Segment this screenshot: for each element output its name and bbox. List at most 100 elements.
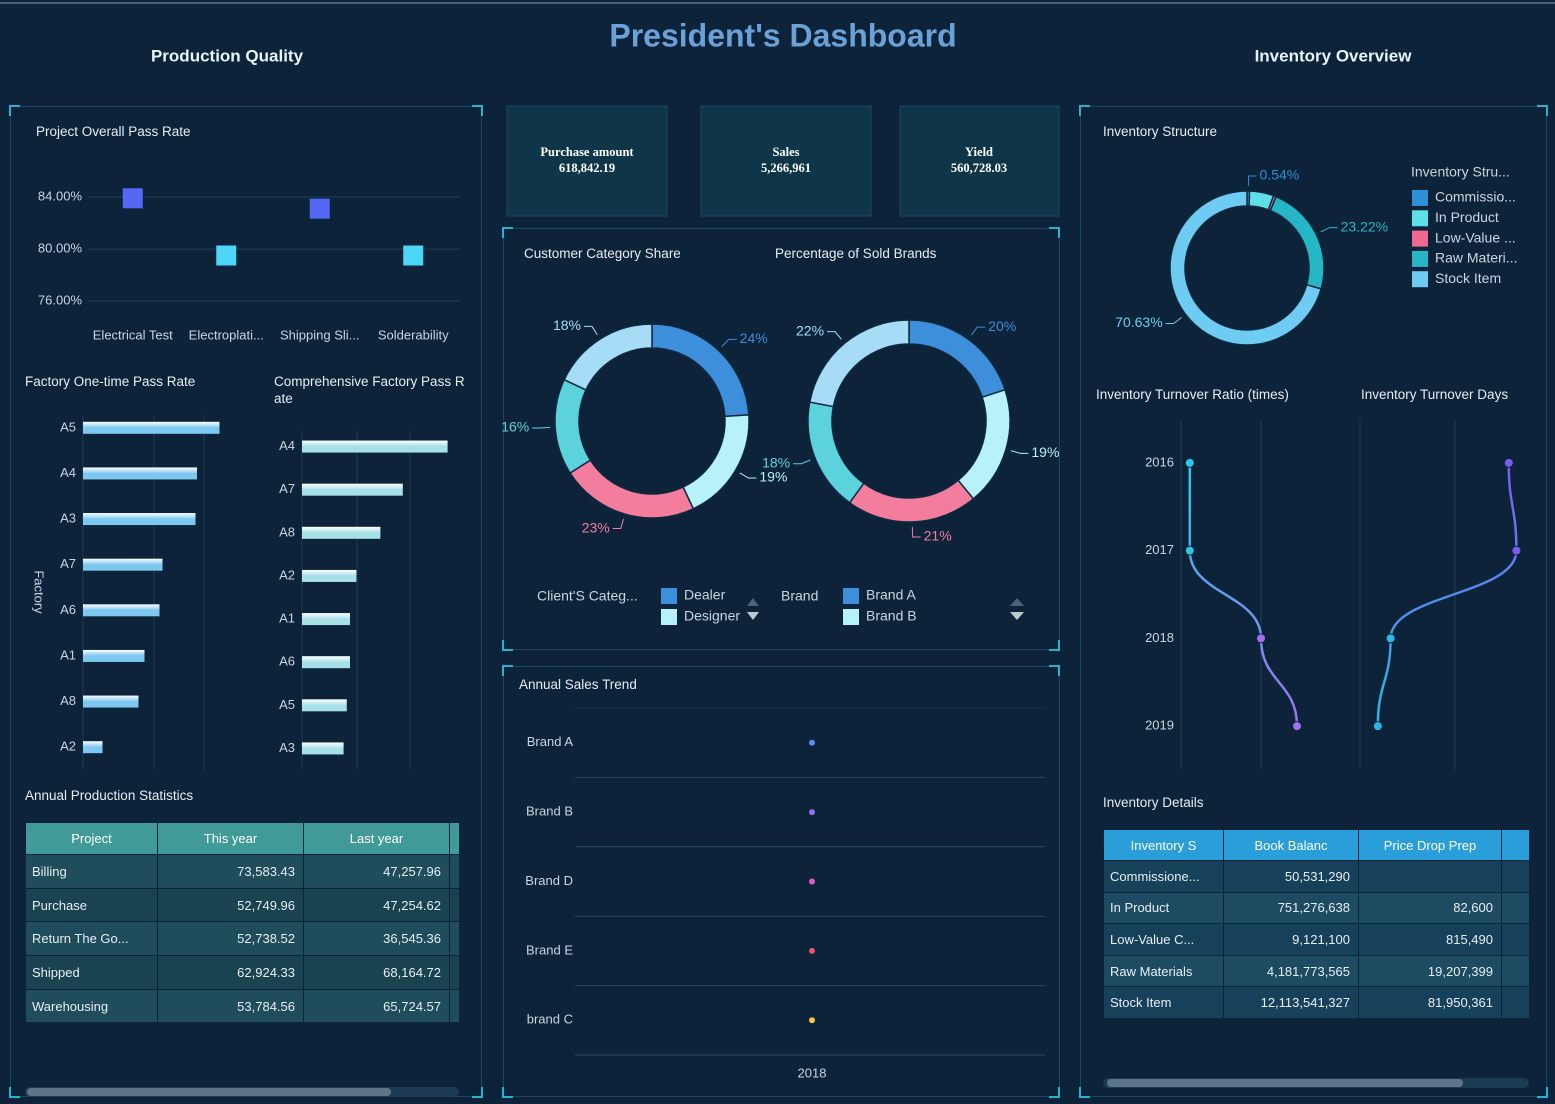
table-cell: In Product	[1103, 891, 1224, 925]
table-cell: 53,784.56	[157, 988, 304, 1024]
y-tick-label: Brand D	[525, 873, 573, 888]
x-tick-label: 2018	[798, 1065, 827, 1080]
data-label: 24%	[740, 330, 768, 346]
y-tick-label: A5	[60, 419, 76, 434]
bar	[83, 421, 220, 434]
chart-title: Customer Category Share	[524, 246, 681, 261]
leader-line	[532, 426, 551, 429]
table-cell: 62,924.33	[157, 955, 304, 990]
column-header[interactable]: Book Balanc	[1223, 829, 1359, 861]
legend-label: Commissio...	[1435, 189, 1516, 205]
bar	[302, 613, 350, 626]
point	[1503, 457, 1514, 468]
panel	[1080, 106, 1547, 1097]
table-cell: 19,207,399	[1358, 954, 1502, 988]
scrollbar[interactable]	[1103, 1078, 1529, 1088]
y-tick-label: Brand E	[526, 942, 573, 957]
legend-swatch	[843, 609, 859, 625]
table-cell: 44	[449, 921, 459, 957]
y-tick-label: A4	[279, 438, 295, 453]
x-tick-label: Electrical Test	[93, 327, 173, 342]
point	[403, 245, 424, 266]
point	[809, 878, 815, 885]
slice	[807, 401, 865, 504]
point	[1256, 633, 1266, 644]
data-label: 0.54%	[1260, 167, 1300, 183]
y-tick-label: 76.00%	[38, 292, 83, 307]
table-cell: 81,950,361	[1358, 986, 1502, 1019]
y-tick-label: 2016	[1145, 454, 1174, 469]
section-title: Inventory Overview	[1255, 46, 1413, 65]
legend-swatch	[1412, 230, 1428, 247]
table-cell: Warehousing	[25, 988, 158, 1024]
table-cell: 75	[1501, 891, 1529, 925]
scrollbar[interactable]	[25, 1087, 459, 1097]
legend-label: Designer	[684, 608, 740, 624]
data-label: 70.63%	[1115, 314, 1162, 330]
x-tick-label: Electroplati...	[189, 327, 264, 342]
y-tick-label: A3	[279, 740, 295, 755]
column-header[interactable]: Price Drop Prep	[1358, 829, 1502, 861]
y-tick-label: A8	[60, 693, 76, 708]
column-header[interactable]: This year	[157, 822, 304, 855]
table-cell: 11	[449, 887, 459, 923]
table-title: Annual Production Statistics	[25, 788, 194, 803]
data-label: 19%	[759, 469, 787, 485]
column-header[interactable]: Book V	[1501, 829, 1529, 861]
axis-label: Factory	[32, 570, 47, 614]
table-cell	[1501, 923, 1529, 956]
table-cell: 5	[1501, 860, 1529, 893]
leader-line	[1010, 450, 1029, 454]
data-label: 22%	[796, 322, 824, 338]
table-cell: 65,724.57	[303, 988, 450, 1024]
y-tick-label: A1	[60, 647, 76, 662]
y-tick-label: A3	[60, 511, 76, 526]
bar	[302, 699, 347, 712]
slice	[848, 479, 975, 523]
table-title: Inventory Details	[1103, 795, 1204, 810]
scroll-thumb[interactable]	[27, 1088, 391, 1096]
bar	[302, 526, 381, 539]
bar	[302, 569, 357, 582]
kpi-value: 618,842.19	[559, 161, 615, 175]
column-header[interactable]: Project	[25, 822, 158, 855]
pager[interactable]	[747, 598, 1024, 620]
y-tick-label: A1	[279, 611, 295, 626]
chart-title: Factory One-time Pass Rate	[25, 374, 196, 389]
legend-swatch	[661, 588, 677, 604]
table-cell: Billing	[25, 854, 158, 889]
leader-line	[793, 459, 811, 465]
table-cell: 751,276,638	[1223, 891, 1359, 925]
y-tick-label: Brand A	[527, 734, 574, 749]
point	[809, 739, 815, 746]
kpi-value: 560,728.03	[951, 161, 1007, 175]
table-cell: 82,600	[1358, 891, 1502, 925]
y-tick-label: A2	[60, 739, 76, 754]
point	[1184, 545, 1195, 556]
point	[1385, 633, 1396, 644]
table-cell: 47,254.62	[303, 887, 450, 923]
table-cell: -18	[449, 988, 459, 1024]
bar	[302, 483, 403, 496]
table-cell: 36,545.36	[303, 921, 450, 957]
column-header[interactable]: Last year	[303, 822, 450, 855]
kpi-label: Yield	[965, 145, 993, 159]
chart-title: Annual Sales Trend	[519, 677, 637, 692]
slice	[1169, 190, 1323, 346]
data-label: 18%	[762, 454, 790, 470]
panel-corners	[9, 105, 1548, 1098]
table-cell: 4,181,773,565	[1223, 954, 1359, 988]
bar	[302, 656, 350, 669]
y-tick-label: A5	[279, 697, 295, 712]
scroll-thumb[interactable]	[1107, 1079, 1463, 1087]
column-header[interactable]: Inventory S	[1103, 829, 1224, 861]
bar	[83, 741, 103, 754]
y-tick-label: A6	[279, 654, 295, 669]
column-header[interactable]: Growth	[449, 822, 459, 855]
